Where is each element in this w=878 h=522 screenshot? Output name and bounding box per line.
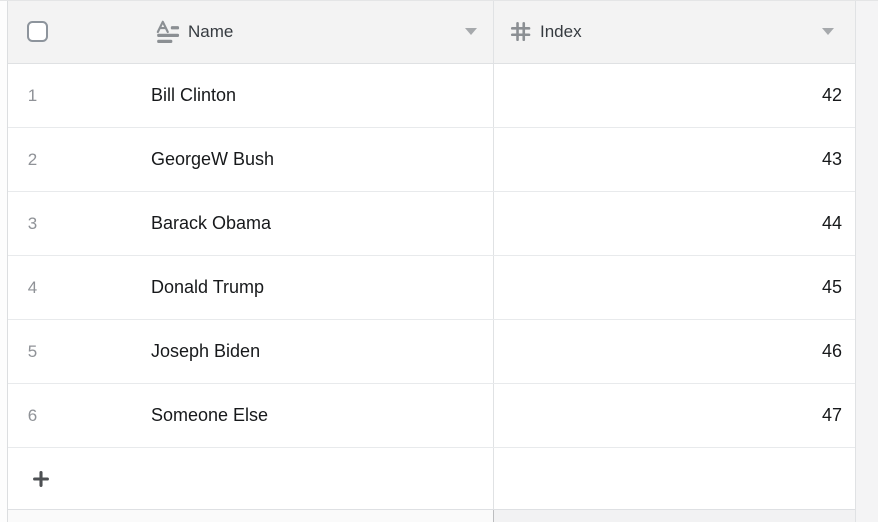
bottom-strip-left bbox=[8, 510, 494, 522]
grid-header-row: Name Index bbox=[8, 0, 855, 64]
table-row: 2 GeorgeW Bush 43 bbox=[8, 128, 855, 192]
cell-index[interactable]: 42 bbox=[821, 85, 842, 105]
cell-name[interactable]: GeorgeW Bush bbox=[151, 128, 494, 191]
table-row: 3 Barack Obama 44 bbox=[8, 192, 855, 256]
plus-icon bbox=[33, 470, 49, 487]
bottom-strip bbox=[8, 510, 855, 522]
cell-name[interactable]: Someone Else bbox=[151, 384, 494, 447]
add-row-button[interactable] bbox=[8, 448, 855, 510]
add-row-left bbox=[8, 448, 494, 509]
row-number: 1 bbox=[27, 85, 38, 105]
column-header-index[interactable]: Index bbox=[494, 0, 855, 63]
row-number: 4 bbox=[27, 277, 38, 297]
row-number: 5 bbox=[27, 341, 38, 361]
row-number-cell[interactable]: 5 bbox=[8, 320, 151, 383]
cell-index[interactable]: 45 bbox=[821, 277, 842, 297]
cell-index[interactable]: 46 bbox=[821, 341, 842, 361]
select-all-area bbox=[8, 0, 151, 63]
row-number-cell[interactable]: 1 bbox=[8, 64, 151, 127]
row-number-cell[interactable]: 6 bbox=[8, 384, 151, 447]
row-number-cell[interactable]: 2 bbox=[8, 128, 151, 191]
cell-name[interactable]: Joseph Biden bbox=[151, 320, 494, 383]
table-row: 4 Donald Trump 45 bbox=[8, 256, 855, 320]
row-number: 3 bbox=[27, 213, 38, 233]
cell-index[interactable]: 43 bbox=[821, 149, 842, 169]
row-number: 2 bbox=[27, 149, 38, 169]
column-header-name[interactable]: Name bbox=[151, 0, 494, 63]
cell-name[interactable]: Barack Obama bbox=[151, 192, 494, 255]
column-label-name: Name bbox=[188, 21, 234, 41]
data-grid: Name Index 1 Bill Clinton 42 2 GeorgeW B… bbox=[7, 0, 856, 522]
bottom-strip-right bbox=[494, 510, 855, 522]
cell-index[interactable]: 44 bbox=[821, 213, 842, 233]
add-row-right bbox=[494, 448, 855, 509]
number-field-icon bbox=[507, 19, 533, 45]
row-number-cell[interactable]: 3 bbox=[8, 192, 151, 255]
chevron-down-icon[interactable] bbox=[465, 28, 477, 35]
column-label-index: Index bbox=[540, 21, 582, 41]
cell-index[interactable]: 47 bbox=[821, 405, 842, 425]
table-row: 1 Bill Clinton 42 bbox=[8, 64, 855, 128]
left-gutter bbox=[0, 0, 7, 522]
cell-name[interactable]: Bill Clinton bbox=[151, 64, 494, 127]
header-top-border bbox=[0, 0, 878, 1]
row-number: 6 bbox=[27, 405, 38, 425]
table-row: 5 Joseph Biden 46 bbox=[8, 320, 855, 384]
chevron-down-icon[interactable] bbox=[822, 28, 834, 35]
table-row: 6 Someone Else 47 bbox=[8, 384, 855, 448]
text-field-icon bbox=[155, 19, 181, 45]
cell-name[interactable]: Donald Trump bbox=[151, 256, 494, 319]
select-all-checkbox[interactable] bbox=[27, 21, 48, 42]
row-number-cell[interactable]: 4 bbox=[8, 256, 151, 319]
